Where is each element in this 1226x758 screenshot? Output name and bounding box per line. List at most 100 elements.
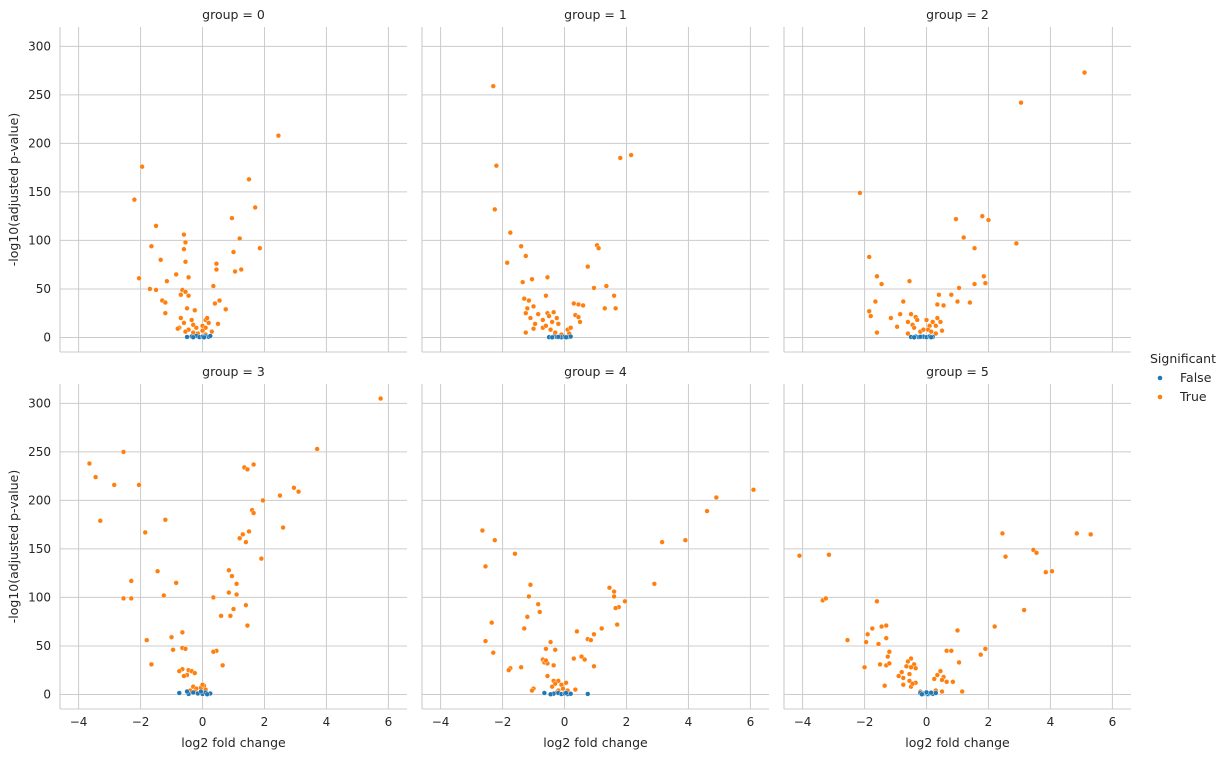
point-significant: [944, 648, 950, 654]
point-significant: [153, 223, 159, 229]
point-significant: [1002, 554, 1009, 560]
point-significant: [908, 664, 914, 670]
point-significant: [547, 639, 554, 645]
point-significant: [903, 663, 909, 669]
point-not-significant: [204, 691, 210, 697]
point-significant: [153, 287, 159, 293]
point-significant: [614, 621, 620, 628]
point-significant: [866, 254, 872, 260]
point-not-significant: [184, 334, 190, 340]
point-significant: [886, 649, 892, 655]
point-significant: [555, 321, 561, 327]
point-significant: [575, 301, 582, 308]
point-significant: [914, 317, 920, 323]
y-tick-label: 50: [36, 639, 51, 653]
point-significant: [582, 656, 588, 663]
point-not-significant: [176, 690, 182, 696]
y-tick-label: 150: [28, 185, 51, 199]
point-significant: [148, 661, 154, 667]
panel-title: group = 0: [202, 7, 265, 22]
point-significant: [574, 628, 580, 634]
point-significant: [999, 530, 1006, 537]
legend: Significant False True: [1150, 351, 1216, 404]
point-significant: [148, 243, 154, 249]
point-significant: [617, 155, 623, 161]
point-significant: [544, 673, 551, 679]
panel-title: group = 3: [202, 364, 265, 379]
x-tick-label: −2: [132, 715, 150, 729]
point-significant: [883, 635, 889, 641]
point-significant: [120, 595, 127, 602]
x-tick-label: 2: [623, 715, 631, 729]
point-not-significant: [568, 333, 574, 340]
point-significant: [506, 667, 512, 673]
point-significant: [933, 323, 939, 329]
point-significant: [199, 328, 206, 334]
point-significant: [992, 623, 998, 630]
point-significant: [233, 591, 240, 598]
point-significant: [595, 245, 602, 251]
x-axis-label: log2 fold change: [181, 735, 286, 750]
x-tick-label: 6: [1109, 715, 1117, 729]
facet-panel-1: group = 1: [421, 7, 769, 353]
point-significant: [572, 686, 578, 693]
point-significant: [606, 585, 613, 591]
point-significant: [543, 323, 549, 329]
y-tick-label: 50: [36, 282, 51, 296]
x-tick-label: −2: [494, 715, 512, 729]
point-significant: [872, 298, 878, 305]
point-significant: [527, 582, 534, 588]
point-significant: [277, 492, 283, 499]
point-significant: [939, 328, 945, 334]
point-significant: [535, 311, 541, 317]
point-significant: [246, 176, 252, 182]
point-significant: [518, 664, 524, 670]
point-significant: [218, 613, 224, 619]
point-significant: [591, 631, 597, 637]
point-not-significant: [585, 691, 591, 697]
point-significant: [158, 257, 164, 263]
point-significant: [704, 508, 710, 514]
point-significant: [161, 592, 167, 599]
point-significant: [237, 235, 243, 242]
point-significant: [97, 518, 103, 524]
point-significant: [883, 622, 889, 629]
point-not-significant: [184, 688, 190, 695]
point-significant: [229, 573, 235, 579]
x-tick-label: −2: [856, 715, 874, 729]
point-significant: [482, 563, 489, 569]
point-significant: [863, 639, 869, 645]
point-significant: [985, 217, 992, 223]
point-significant: [530, 326, 537, 332]
point-significant: [227, 613, 234, 619]
point-significant: [611, 589, 617, 595]
point-significant: [182, 329, 189, 335]
point-significant: [226, 567, 232, 573]
point-significant: [546, 313, 552, 319]
y-tick-label: 200: [28, 493, 51, 507]
legend-marker-true: [1157, 394, 1163, 400]
point-significant: [237, 535, 243, 541]
point-significant: [971, 245, 978, 251]
point-significant: [173, 580, 179, 586]
point-significant: [206, 320, 212, 326]
point-significant: [162, 299, 168, 306]
point-significant: [131, 197, 137, 203]
point-significant: [936, 292, 942, 298]
point-significant: [479, 527, 486, 534]
point-significant: [543, 646, 549, 652]
point-significant: [954, 627, 961, 634]
point-significant: [1013, 240, 1019, 246]
point-significant: [908, 311, 914, 317]
panel-title: group = 2: [926, 7, 989, 22]
point-significant: [899, 669, 905, 675]
x-tick-label: 6: [385, 715, 393, 729]
point-significant: [128, 578, 134, 584]
point-significant: [521, 625, 527, 632]
point-significant: [233, 581, 240, 587]
point-significant: [954, 298, 961, 305]
point-significant: [185, 274, 192, 280]
point-significant: [940, 302, 947, 309]
point-not-significant: [190, 689, 196, 696]
point-significant: [948, 292, 954, 298]
